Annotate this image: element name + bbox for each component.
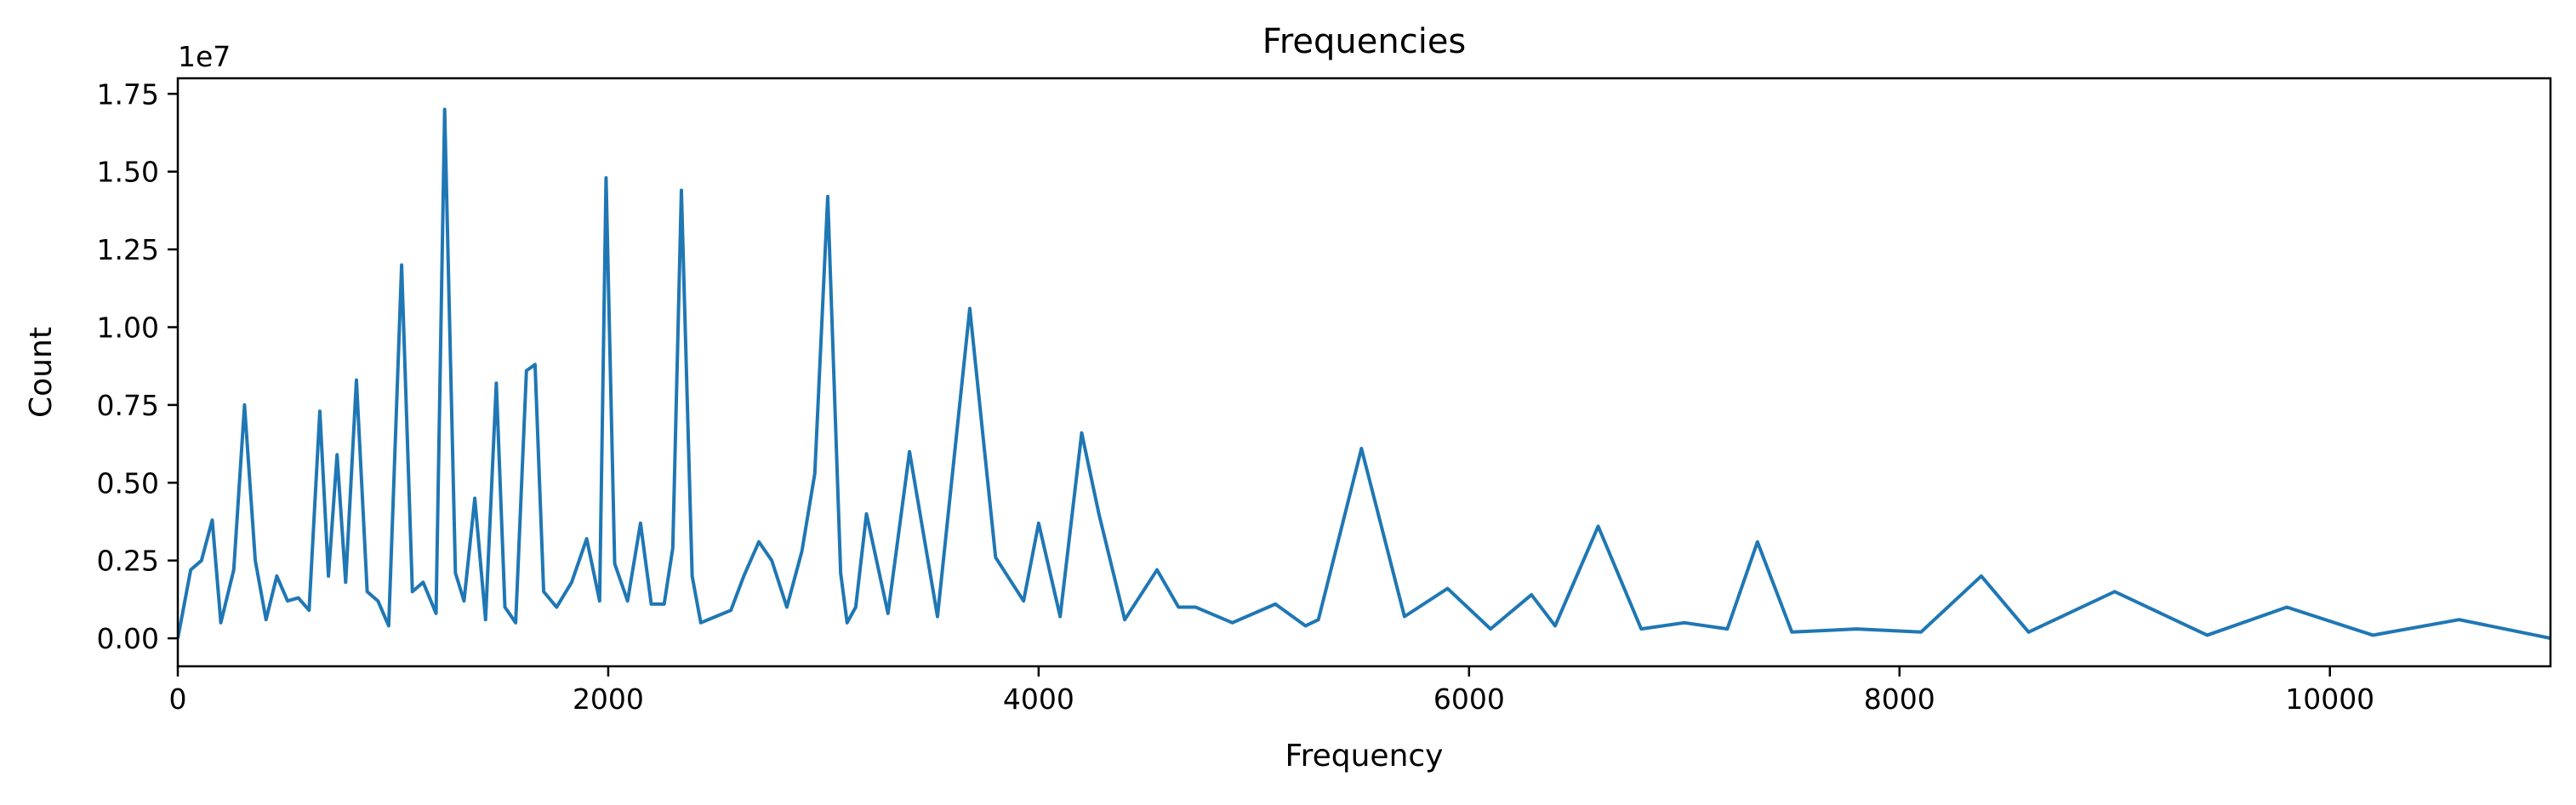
series-line-0 — [178, 107, 2550, 641]
x-tick-label: 6000 — [1433, 682, 1505, 716]
y-tick-label: 1.75 — [97, 77, 159, 111]
y-tick-label: 0.25 — [97, 545, 159, 578]
axes: 0 2000 4000 6000 8000 10000 0.00 0.25 0.50 0.75 1.… — [97, 77, 2552, 716]
y-tick-label: 1.50 — [97, 156, 159, 189]
y-tick-label: 1.25 — [97, 233, 159, 266]
x-tick-label: 10000 — [2285, 682, 2374, 716]
y-tick-label: 0.50 — [97, 466, 159, 500]
plot-area — [178, 107, 2550, 641]
y-axis-label: Count — [24, 327, 59, 418]
x-tick-label: 4000 — [1003, 682, 1074, 716]
x-tick-label: 2000 — [573, 682, 644, 716]
y-tick-label: 0.75 — [97, 389, 159, 422]
y-tick-label: 1.00 — [97, 311, 159, 344]
chart-title: Frequencies — [1262, 22, 1467, 61]
x-axis-label: Frequency — [1285, 739, 1444, 774]
y-tick-label: 0.00 — [97, 622, 159, 655]
axes-frame — [176, 77, 2552, 668]
x-tick-label: 8000 — [1864, 682, 1935, 716]
y-axis-offset-label: 1e7 — [178, 40, 231, 73]
x-tick-label: 0 — [169, 682, 187, 716]
